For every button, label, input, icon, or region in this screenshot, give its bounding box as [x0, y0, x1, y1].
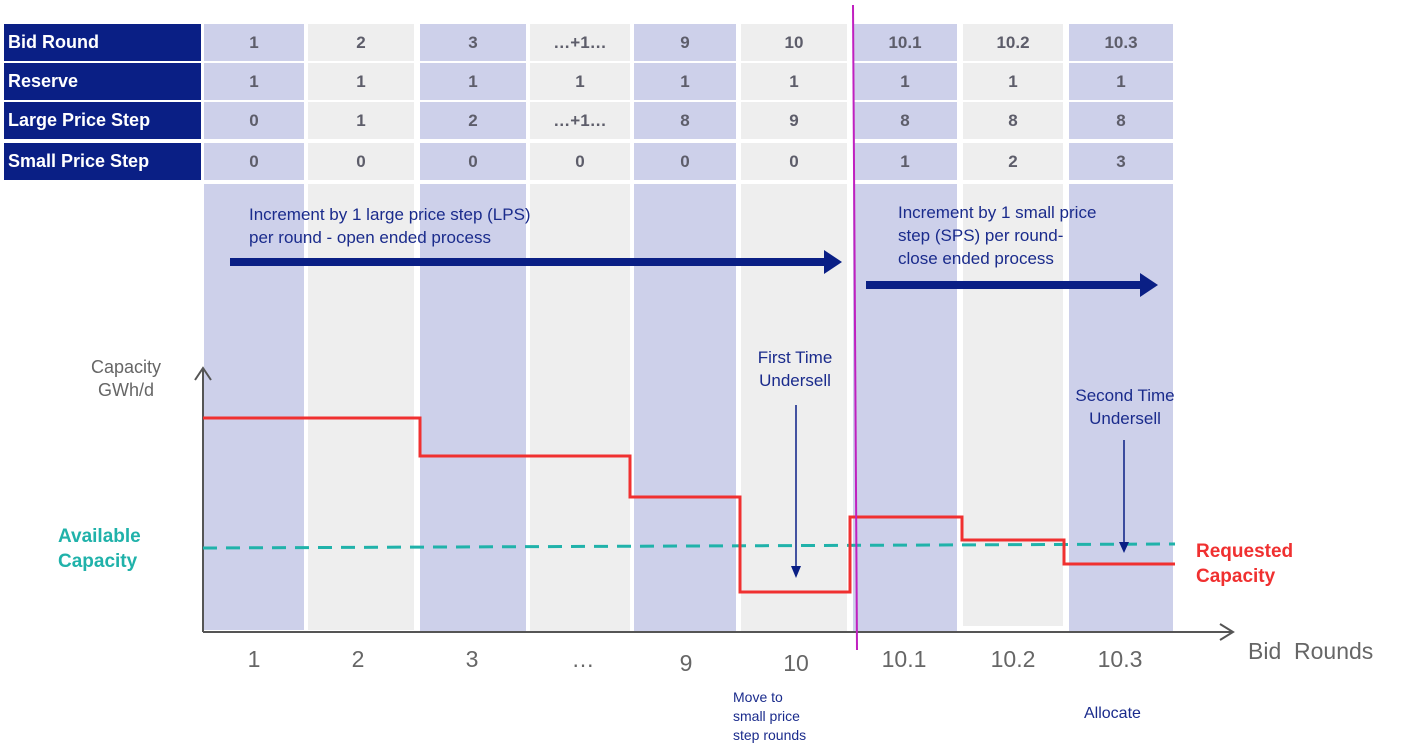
table-cell: 3	[1069, 143, 1173, 180]
row-header-reserve: Reserve	[4, 63, 201, 100]
available-capacity-line	[202, 542, 1176, 550]
move-line1: Move to	[733, 689, 783, 705]
table-cell: 8	[634, 102, 736, 139]
first-undersell-line1: First Time	[757, 348, 833, 367]
x-tick-label: 3	[465, 646, 479, 672]
second-undersell-line1: Second Time	[1075, 386, 1175, 405]
lps-arrowhead	[824, 250, 842, 274]
table-cell: 3	[420, 24, 526, 61]
table-cell: 1	[741, 63, 847, 100]
table-cell: 1	[634, 63, 736, 100]
requested-capacity-line	[203, 416, 1175, 594]
requested-capacity-label-line2: Capacity	[1196, 566, 1276, 587]
sps-text-line1: Increment by 1 small price	[898, 203, 1097, 222]
round-column-7	[853, 184, 957, 632]
sps-arrowhead	[1140, 273, 1158, 297]
second-undersell-line2: Undersell	[1089, 409, 1161, 428]
table-cell: 0	[634, 143, 736, 180]
table-cell: 1	[1069, 63, 1173, 100]
table-cell: 8	[853, 102, 957, 139]
allocate-label: Allocate	[1084, 705, 1141, 722]
move-line2: small price	[733, 708, 800, 724]
table-cell: 0	[308, 143, 414, 180]
phase-divider	[852, 4, 858, 651]
table-cell: 8	[963, 102, 1063, 139]
table-cell: 1	[963, 63, 1063, 100]
available-capacity-label-line2: Capacity	[58, 551, 138, 572]
table-cell: 9	[634, 24, 736, 61]
table-cell: 0	[204, 102, 304, 139]
first-undersell-line2: Undersell	[759, 371, 831, 390]
x-axis-label: Bid Rounds	[1248, 638, 1374, 664]
lps-text-line2: per round - open ended process	[249, 228, 491, 247]
table-cell: 1	[204, 63, 304, 100]
x-tick-label: 9	[679, 650, 693, 676]
table-cell: 1	[530, 63, 630, 100]
table-cell: 1	[204, 24, 304, 61]
table-cell: 9	[741, 102, 847, 139]
row-header-bid-round: Bid Round	[4, 24, 201, 61]
table-cell: 0	[204, 143, 304, 180]
x-tick-label: 10.3	[1097, 646, 1143, 672]
lps-text-line1: Increment by 1 large price step (LPS)	[249, 205, 531, 224]
table-cell: 2	[420, 102, 526, 139]
sps-text-line3: close ended process	[898, 249, 1054, 268]
x-tick-label: 10	[783, 650, 809, 676]
row-header-small-price-step: Small Price Step	[4, 143, 201, 180]
move-line3: step rounds	[733, 727, 807, 743]
y-axis-label-line1: Capacity	[90, 357, 162, 377]
table-cell: 1	[420, 63, 526, 100]
x-tick-label: 2	[351, 646, 365, 672]
table-cell: …+1…	[530, 24, 630, 61]
table-cell: 2	[963, 143, 1063, 180]
table-cell: 10.2	[963, 24, 1063, 61]
table-cell: 1	[308, 102, 414, 139]
table-cell: 10	[741, 24, 847, 61]
table-cell: 10.3	[1069, 24, 1173, 61]
x-tick-label: 1	[247, 646, 261, 672]
table-cell: 0	[741, 143, 847, 180]
table-cell: 8	[1069, 102, 1173, 139]
table-cell: 10.1	[853, 24, 957, 61]
row-header-large-price-step: Large Price Step	[4, 102, 201, 139]
first-undersell-arrowhead	[791, 566, 801, 578]
y-axis-arrowhead	[194, 366, 212, 381]
round-column-8	[963, 184, 1063, 626]
y-axis-label-line2: GWh/d	[97, 380, 154, 400]
x-tick-label: …	[571, 646, 595, 672]
table-cell: 1	[853, 63, 957, 100]
available-capacity-label-line1: Available	[58, 526, 141, 547]
table-cell: 1	[853, 143, 957, 180]
x-tick-label: 10.1	[881, 646, 927, 672]
second-undersell-arrowhead	[1119, 542, 1129, 553]
requested-capacity-label-line1: Requested	[1196, 541, 1294, 562]
table-cell: 1	[308, 63, 414, 100]
x-axis-arrowhead	[1219, 623, 1235, 641]
x-tick-label: 10.2	[990, 646, 1036, 672]
table-cell: 0	[530, 143, 630, 180]
table-cell: 0	[420, 143, 526, 180]
sps-text-line2: step (SPS) per round-	[898, 226, 1064, 245]
round-column-9	[1069, 184, 1173, 632]
table-cell: 2	[308, 24, 414, 61]
table-cell: …+1…	[530, 102, 630, 139]
